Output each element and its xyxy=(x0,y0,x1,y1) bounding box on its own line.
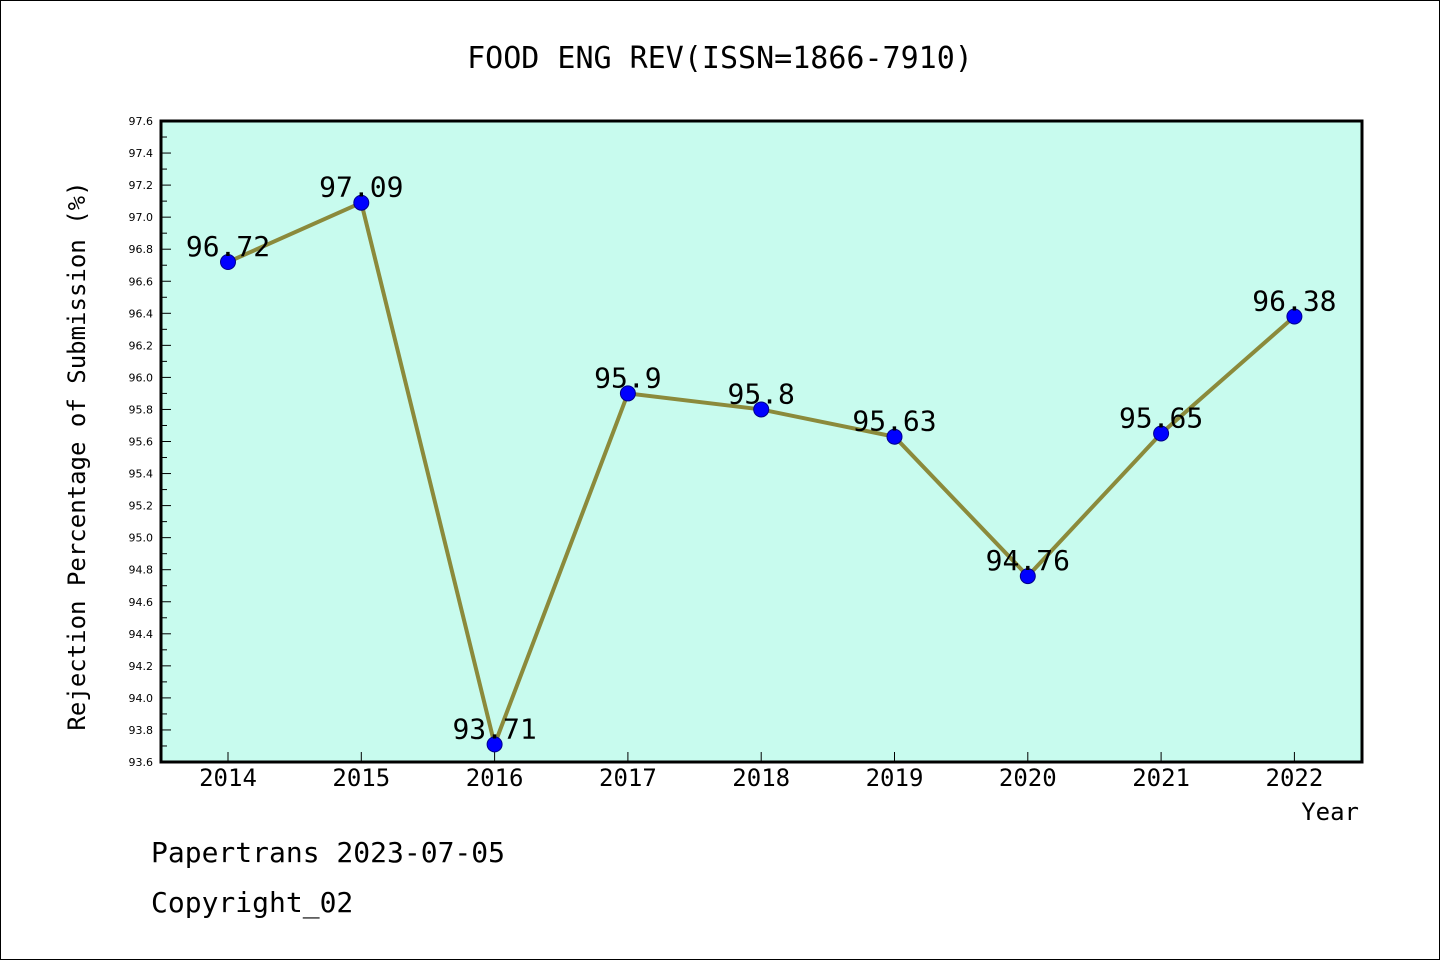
footer-date: Papertrans 2023-07-05 xyxy=(151,836,506,869)
x-tick-label: 2015 xyxy=(332,764,390,792)
y-tick-label: 97.2 xyxy=(129,179,154,192)
y-tick-label: 93.6 xyxy=(129,756,154,769)
x-tick-label: 2022 xyxy=(1266,764,1324,792)
y-tick-label: 96.4 xyxy=(129,307,154,320)
footer-copyright: Copyright_02 xyxy=(151,886,354,919)
x-tick-label: 2017 xyxy=(599,764,657,792)
y-tick-label: 96.8 xyxy=(129,243,154,256)
y-tick-label: 95.2 xyxy=(129,500,154,513)
plot-background xyxy=(161,121,1362,762)
y-tick-label: 94.6 xyxy=(129,596,154,609)
data-label: 93.71 xyxy=(452,712,536,745)
plot-frame xyxy=(159,119,1364,764)
y-tick-label: 96.2 xyxy=(129,339,154,352)
data-label: 96.72 xyxy=(186,230,270,263)
x-tick-label: 2020 xyxy=(999,764,1057,792)
x-axis-label: Year xyxy=(1301,798,1359,826)
y-tick-label: 96.0 xyxy=(129,371,154,384)
y-tick-label: 96.6 xyxy=(129,275,154,288)
y-tick-label: 94.8 xyxy=(129,564,154,577)
y-tick-label: 95.0 xyxy=(129,532,154,545)
x-tick-label: 2016 xyxy=(466,764,524,792)
data-label: 95.9 xyxy=(594,361,661,394)
plot-area: 93.6 93.8 94.0 94.2 94.4 94.6 94.8 95.0 95.2 95.4… xyxy=(129,115,1364,792)
data-point xyxy=(1153,425,1170,442)
x-tick-label: 2014 xyxy=(199,764,257,792)
y-tick-label: 94.4 xyxy=(129,628,154,641)
y-tick-label: 94.2 xyxy=(129,660,154,673)
data-label: 95.63 xyxy=(852,405,936,438)
data-label: 94.76 xyxy=(986,544,1070,577)
x-tick-label: 2021 xyxy=(1132,764,1190,792)
data-label: 95.65 xyxy=(1119,401,1203,434)
y-tick-label: 95.6 xyxy=(129,436,154,449)
y-tick-label: 97.0 xyxy=(129,211,154,224)
data-point xyxy=(1019,568,1036,585)
y-tick-label: 95.4 xyxy=(129,468,154,481)
y-tick-label: 97.6 xyxy=(129,115,154,128)
x-tick-label: 2019 xyxy=(866,764,924,792)
data-label: 96.38 xyxy=(1252,285,1336,318)
data-point xyxy=(753,401,770,418)
y-tick-label: 95.8 xyxy=(129,403,154,416)
data-point xyxy=(1286,308,1303,325)
data-point xyxy=(220,254,236,271)
data-point xyxy=(619,385,636,402)
data-label: 97.09 xyxy=(319,171,403,204)
y-tick-label: 97.4 xyxy=(129,147,154,160)
chart-title: FOOD ENG REV(ISSN=1866-7910) xyxy=(467,41,973,76)
data-point xyxy=(886,428,903,445)
x-tick-label: 2018 xyxy=(732,764,790,792)
y-axis-label: Rejection Percentage of Submission (%) xyxy=(63,181,91,730)
y-tick-label: 93.8 xyxy=(129,724,154,737)
data-point xyxy=(486,736,503,753)
y-tick-label: 94.0 xyxy=(129,692,154,705)
data-point xyxy=(353,194,370,211)
data-label: 95.8 xyxy=(727,377,794,410)
